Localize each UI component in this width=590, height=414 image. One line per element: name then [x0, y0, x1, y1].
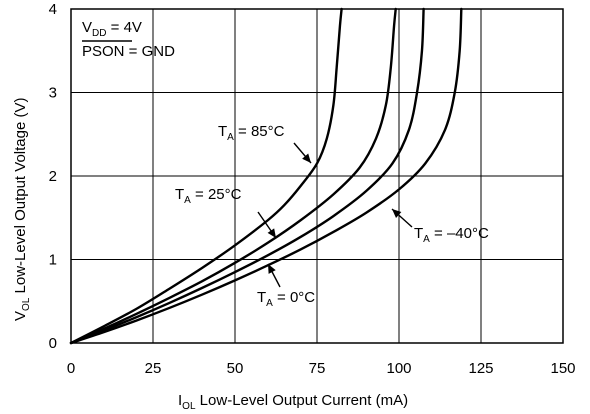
y-axis-title-subscript: OL [21, 297, 32, 311]
axis-titles: IOL Low-Level Output Current (mA) VOL Low… [12, 98, 408, 412]
series-label-2: TA = 0°C [257, 289, 315, 309]
series-line-3 [69, 7, 463, 345]
annotations: VDD = 4V PSON = GND TA = 85°C TA = 25°C TA =… [82, 19, 489, 309]
x-tick-label: 150 [550, 360, 575, 377]
condition-pson: PSON = GND [82, 43, 175, 60]
y-tick-label: 3 [49, 85, 57, 102]
series-line-2 [69, 7, 425, 345]
condition-vdd: VDD = 4V [82, 19, 142, 39]
x-tick-label: 0 [67, 360, 75, 377]
x-tick-label: 75 [309, 360, 326, 377]
series-line-0 [69, 7, 343, 345]
series-label-0-subscript: A [227, 132, 234, 143]
series-label-1: TA = 25°C [175, 186, 242, 206]
curves [69, 7, 463, 345]
series-label-3: TA = –40°C [414, 225, 489, 245]
x-tick-label: 125 [468, 360, 493, 377]
series-line-1 [69, 7, 397, 345]
y-tick-label: 2 [49, 168, 57, 185]
series-label-3-subscript: A [423, 234, 430, 245]
series-label-1-subscript: A [184, 195, 191, 206]
x-tick-label: 50 [227, 360, 244, 377]
x-tick-label: 25 [145, 360, 162, 377]
y-tick-label: 1 [49, 252, 57, 269]
tick-labels: 0 25 50 75 100 125 150 0 1 2 3 4 [49, 1, 576, 377]
series-label-0: TA = 85°C [218, 123, 285, 143]
x-axis-title-subscript: OL [182, 401, 196, 412]
y-axis-title: VOL Low-Level Output Voltage (V) [12, 98, 32, 321]
series-arrowhead-2 [268, 264, 276, 274]
series-arrowhead-3 [392, 209, 402, 218]
x-axis-title: IOL Low-Level Output Current (mA) [178, 392, 408, 412]
series-arrowhead-0 [302, 153, 311, 163]
condition-vdd-subscript: DD [92, 28, 106, 39]
series-arrowhead-1 [267, 228, 276, 238]
y-tick-label: 4 [49, 1, 57, 18]
series-label-2-subscript: A [266, 298, 273, 309]
grid-lines [71, 9, 563, 343]
y-tick-label: 0 [49, 335, 57, 352]
x-tick-label: 100 [386, 360, 411, 377]
plot-frame [70, 8, 564, 344]
